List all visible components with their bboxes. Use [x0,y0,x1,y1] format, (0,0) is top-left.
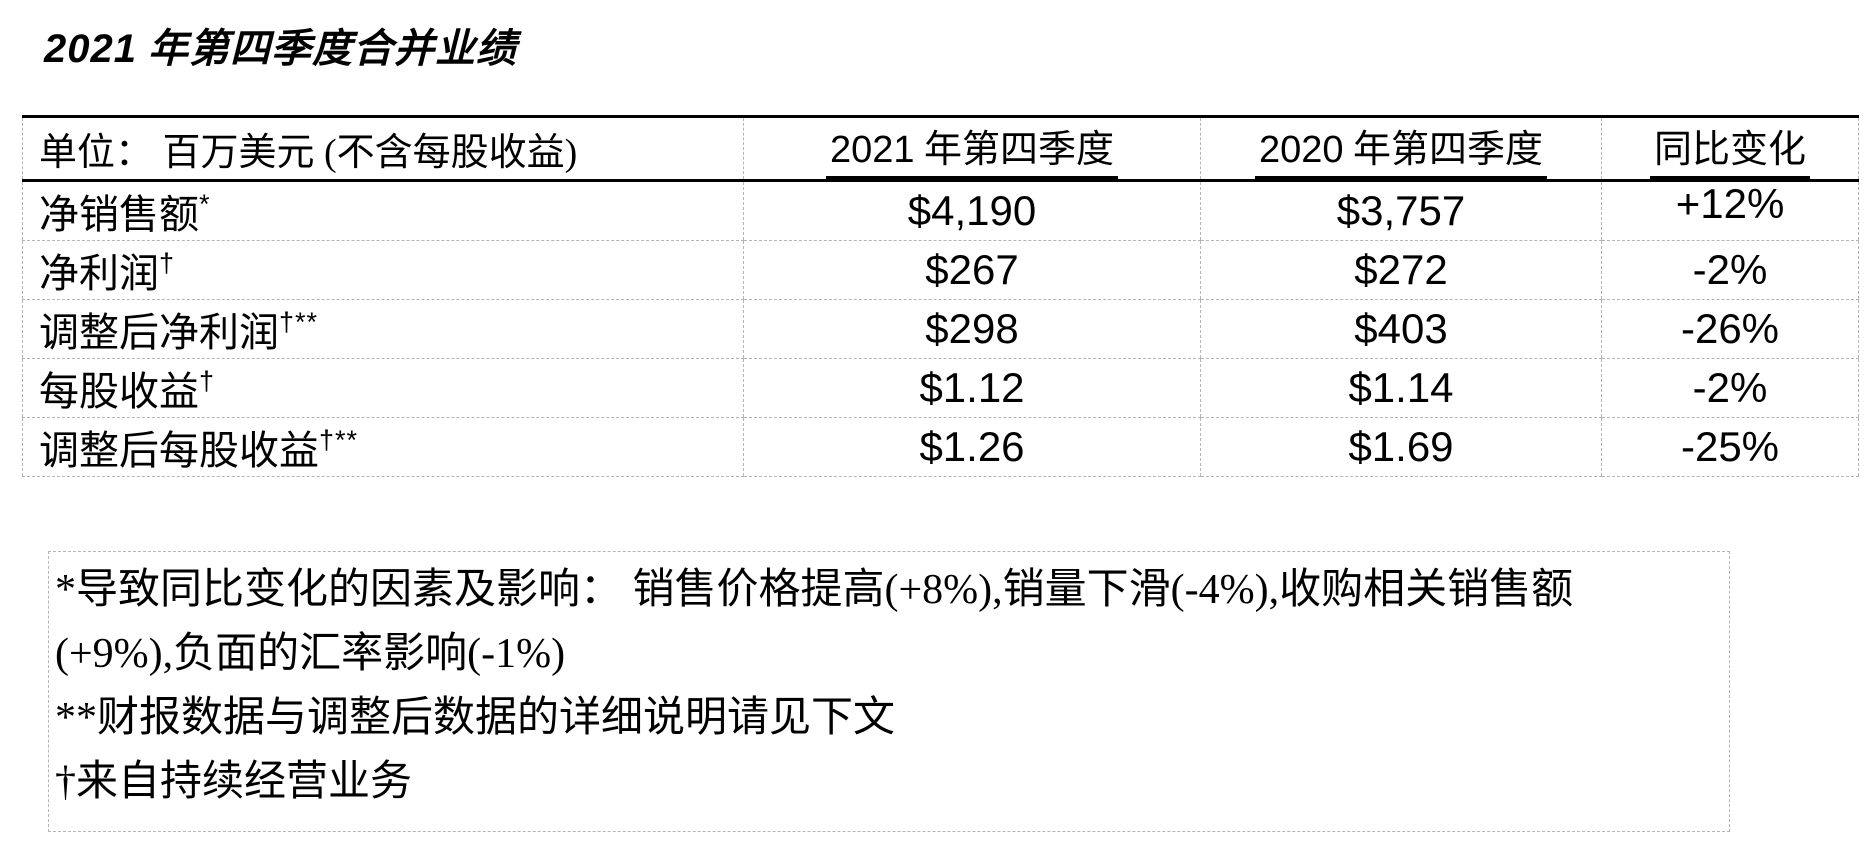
table-row: 净利润† $267 $272 -2% [22,240,1859,300]
header-q4-2021-year: 2021 [829,129,915,171]
page-title-year: 2021 [44,27,137,71]
table-row: 调整后净利润†** $298 $403 -26% [22,299,1859,359]
footnote-marker: * [199,189,211,219]
header-q4-2020-year: 2020 [1258,129,1344,171]
value-2020: $403 [1200,299,1602,359]
value-2020: $1.69 [1200,417,1602,477]
row-label-eps: 每股收益† [22,358,744,418]
value-2020: $3,757 [1200,180,1602,241]
value-2021: $1.12 [743,358,1201,418]
header-q4-2021-text: 年第四季度 [914,129,1115,171]
value-2020: $1.14 [1200,358,1602,418]
footnote-sales-factors-cont: (+9%),负面的汇率影响(-1%) [55,631,566,677]
page-title-text: 年第四季度合并业绩 [136,26,517,71]
table-row: 净销售额* $4,190 $3,757 +12% [22,173,1859,241]
value-2021: $267 [743,240,1201,300]
footnote-continuing-operations: †来自持续经营业务 [55,759,413,805]
header-q4-2020-text: 年第四季度 [1343,129,1544,171]
header-yoy-change: 同比变化 [1601,116,1859,182]
clipped-text-line: 按业务部门划分的第四季度合并业绩详情请参见下文 [100,834,1066,842]
value-yoy: -2% [1601,240,1859,300]
value-yoy: -26% [1601,299,1859,359]
header-unit-label: 单位： 百万美元 (不含每股收益) [22,116,744,182]
value-2021: $4,190 [743,180,1201,241]
row-label-adjusted-net-income: 调整后净利润†** [22,299,744,359]
footnote-sales-factors: *导致同比变化的因素及影响： 销售价格提高(+8%),销量下滑(-4%),收购相… [55,567,1574,613]
row-label-net-sales: 净销售额* [22,180,744,241]
footnotes-box: *导致同比变化的因素及影响： 销售价格提高(+8%),销量下滑(-4%),收购相… [48,551,1730,832]
value-yoy: -25% [1601,417,1859,477]
header-yoy-change-text: 同比变化 [1649,118,1810,179]
footnote-marker: †** [319,425,359,455]
value-yoy: +12% [1601,173,1859,234]
value-yoy: -2% [1601,358,1859,418]
page-title: 2021 年第四季度合并业绩 [44,16,517,74]
footnote-marker: †** [279,307,319,337]
value-2021: $1.26 [743,417,1201,477]
header-q4-2020: 2020 年第四季度 [1200,116,1602,182]
footnote-marker: † [199,366,216,396]
table-header-row: 单位： 百万美元 (不含每股收益) 2021 年第四季度 2020 年第四季度 … [22,116,1859,182]
table-row: 调整后每股收益†** $1.26 $1.69 -25% [22,417,1859,477]
footnote-adjusted-data: **财报数据与调整后数据的详细说明请见下文 [55,695,896,741]
quarterly-results-table: 单位： 百万美元 (不含每股收益) 2021 年第四季度 2020 年第四季度 … [22,115,1859,477]
footnote-marker: † [159,248,176,278]
header-q4-2021: 2021 年第四季度 [743,116,1201,182]
row-label-adjusted-eps: 调整后每股收益†** [22,417,744,477]
table-row: 每股收益† $1.12 $1.14 -2% [22,358,1859,418]
value-2020: $272 [1200,240,1602,300]
value-2021: $298 [743,299,1201,359]
row-label-net-income: 净利润† [22,240,744,300]
